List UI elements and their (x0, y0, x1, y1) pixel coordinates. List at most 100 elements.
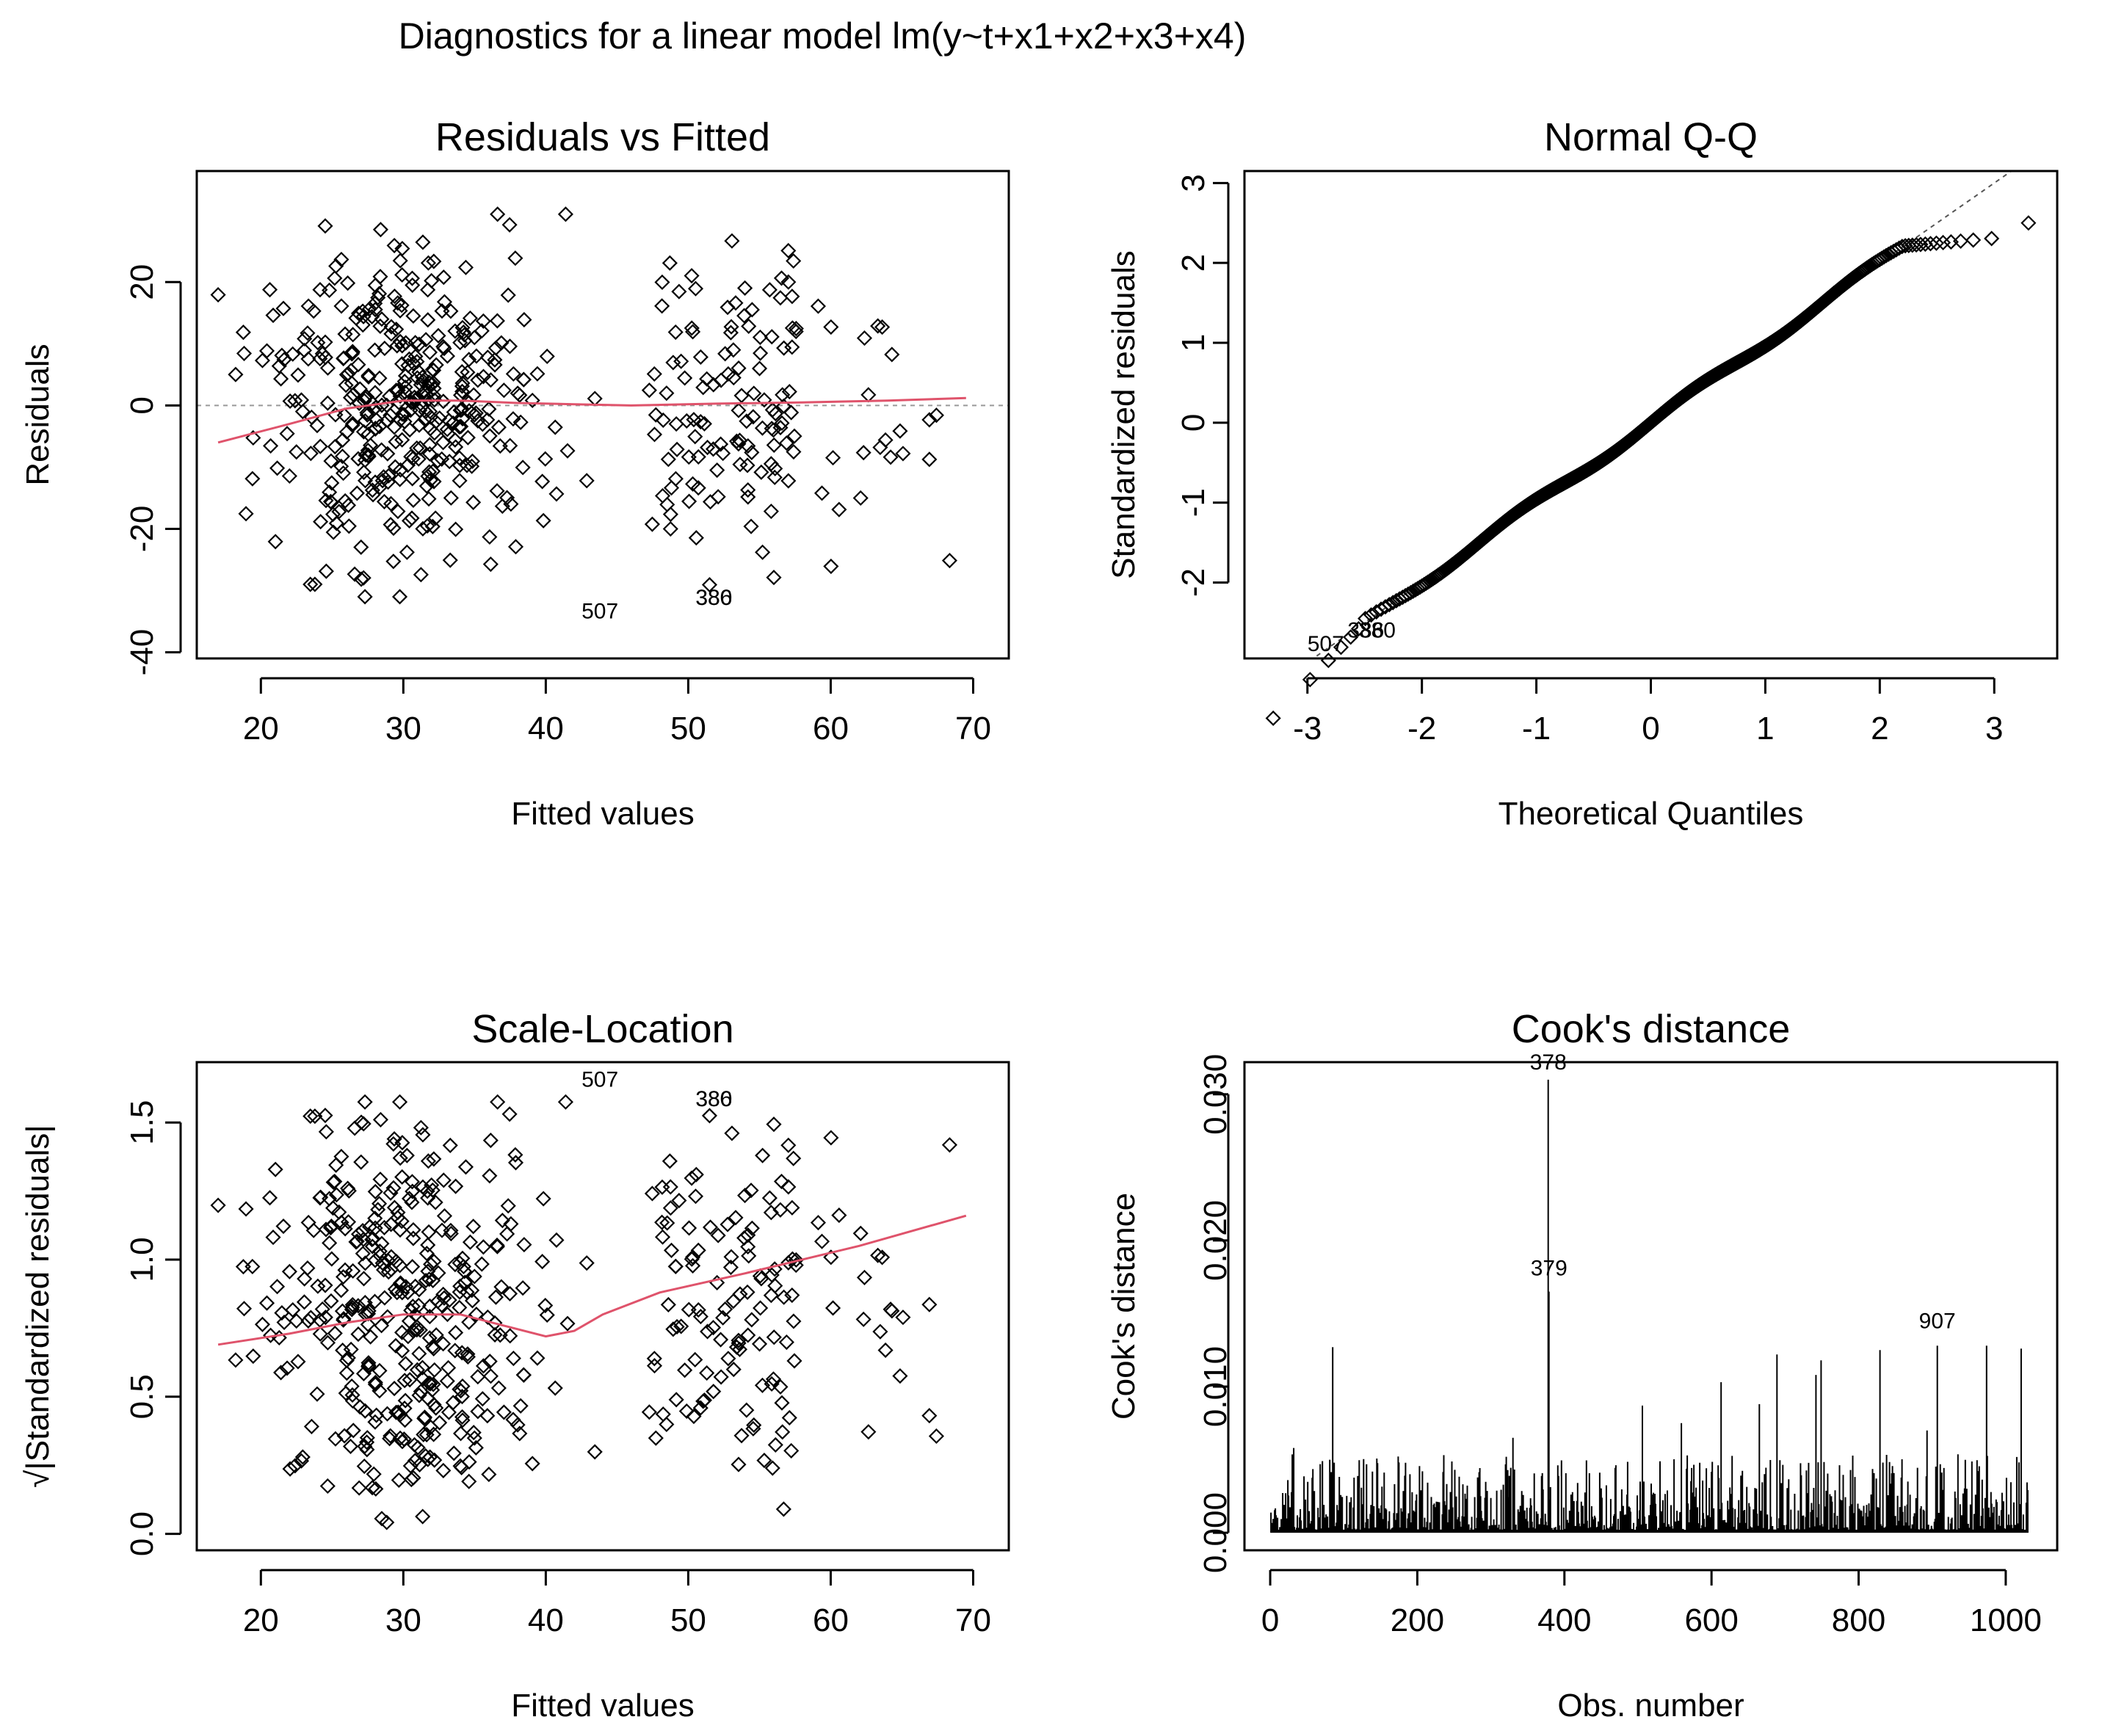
residual-point (895, 446, 911, 462)
residual-point (353, 571, 369, 587)
scale-location-point (342, 1438, 359, 1455)
scale-location-point (370, 1202, 386, 1218)
panel-scale-location: Scale-Location 20 30 40 50 60 70 0.0 0.5 1.0 1.5 Fi… (20, 1007, 1010, 1724)
scale-location-point (720, 1351, 736, 1367)
residual-point (557, 206, 573, 222)
scale-location-point (740, 1227, 756, 1243)
scale-location-point (921, 1296, 938, 1312)
scale-location-point (764, 1376, 780, 1392)
scale-location-point (383, 1216, 399, 1232)
scale-location-point (436, 1207, 453, 1224)
scale-location-point (228, 1352, 244, 1368)
scale-location-point (784, 1251, 800, 1267)
scale-location-point (741, 1248, 757, 1264)
scale-location-point (421, 1224, 437, 1240)
panel-title: Residuals vs Fitted (435, 115, 770, 159)
residual-point (547, 419, 563, 435)
residual-point (468, 348, 485, 364)
residual-point (302, 446, 319, 462)
residual-point (420, 312, 436, 328)
scale-location-point (755, 1147, 771, 1163)
residual-point (350, 357, 366, 373)
scale-location-point (452, 1381, 468, 1398)
residual-point (883, 449, 899, 465)
residual-point (786, 428, 802, 444)
residual-point (439, 421, 455, 437)
scale-location-point (394, 1169, 410, 1185)
residual-point (312, 438, 328, 454)
scale-location-point (391, 1472, 407, 1488)
scale-location-point (394, 1135, 410, 1151)
scale-location-point (338, 1385, 354, 1401)
residual-point (744, 444, 760, 460)
residual-point (646, 366, 662, 382)
residual-point (380, 468, 396, 484)
residual-point (501, 217, 518, 233)
residual-point (481, 401, 497, 417)
scale-location-point (368, 1481, 384, 1497)
scale-location-point (786, 1313, 802, 1329)
residual-point (415, 373, 431, 389)
scale-location-point (347, 1120, 363, 1136)
scale-location-point (740, 1238, 756, 1255)
scale-location-point (405, 1183, 421, 1199)
residual-point (728, 295, 744, 311)
x-tick-label: 600 (1684, 1602, 1738, 1638)
scale-location-point (367, 1210, 383, 1227)
outlier-label: 386 (695, 1087, 732, 1111)
scale-location-point (424, 1182, 441, 1199)
scale-location-point (461, 1454, 477, 1470)
residual-point (271, 358, 287, 374)
scale-location-point (238, 1201, 254, 1217)
scale-location-point (359, 1430, 375, 1446)
residual-point (692, 349, 708, 366)
residual-point (312, 282, 328, 298)
residual-point (465, 387, 482, 403)
residual-point (389, 338, 405, 354)
residual-point (743, 518, 759, 534)
scale-location-point (776, 1289, 792, 1305)
residual-point (409, 440, 425, 457)
scale-location-point (420, 1237, 436, 1253)
scale-location-point (267, 1161, 283, 1177)
scale-location-point (411, 1282, 427, 1298)
residual-point (489, 313, 505, 329)
scale-location-point (654, 1179, 670, 1195)
residual-point (344, 346, 360, 362)
x-tick-label: -1 (1522, 711, 1551, 747)
scale-location-point (372, 1172, 388, 1188)
scale-location-point (355, 1116, 372, 1132)
scale-location-point (539, 1307, 555, 1323)
scale-location-point (397, 1356, 414, 1372)
scale-location-point (269, 1279, 286, 1295)
scale-location-point (895, 1310, 911, 1326)
residual-point (407, 348, 424, 364)
residual-point (303, 409, 319, 426)
scale-location-point (336, 1311, 352, 1327)
residual-point (700, 440, 716, 456)
scale-location-point (810, 1215, 826, 1231)
scale-location-point (360, 1355, 377, 1371)
y-tick-label: -1 (1175, 488, 1211, 517)
residual-point (474, 416, 490, 432)
scale-location-point (439, 1306, 455, 1323)
residual-point (823, 558, 839, 575)
residual-point (383, 326, 399, 342)
scale-location-point (860, 1424, 877, 1440)
residual-point (496, 382, 512, 399)
qq-points (1265, 215, 2037, 727)
residual-point (405, 308, 421, 324)
plot-frame (195, 170, 1010, 660)
x-tick-label: 2 (1871, 711, 1888, 747)
qq-point (1377, 599, 1394, 615)
residual-point (347, 566, 363, 582)
residual-point (410, 451, 427, 467)
scale-location-point (409, 1362, 426, 1378)
y-tick-label: 1 (1175, 334, 1211, 352)
residual-point (265, 307, 281, 324)
scale-location-point (360, 1359, 377, 1375)
scale-location-point (282, 1461, 298, 1477)
residual-point (421, 374, 437, 391)
residual-point (448, 521, 464, 537)
scale-location-point (386, 1131, 402, 1147)
